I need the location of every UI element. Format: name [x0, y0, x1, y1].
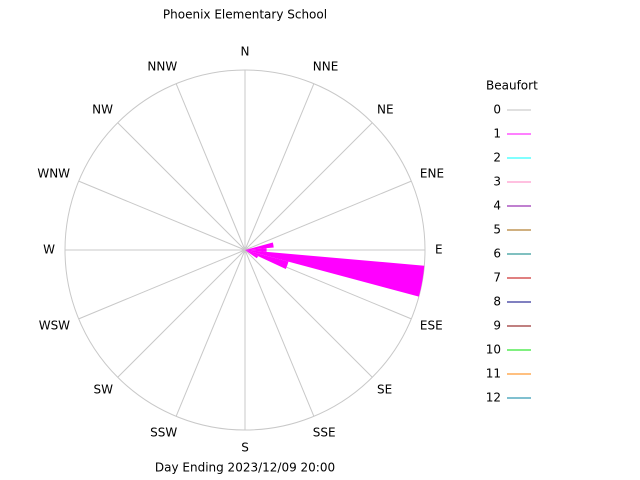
spoke — [244, 122, 373, 251]
petal — [245, 242, 274, 250]
compass-label: NNW — [147, 60, 177, 74]
spoke — [244, 83, 315, 251]
compass-label: E — [435, 243, 443, 257]
petal — [245, 250, 425, 297]
petal — [245, 250, 259, 259]
spoke — [244, 249, 373, 378]
spoke — [244, 249, 315, 417]
legend-label: 12 — [486, 391, 501, 405]
legend-label: 9 — [493, 319, 501, 333]
legend-label: 2 — [493, 151, 501, 165]
compass-label: N — [241, 45, 250, 59]
spoke — [117, 249, 246, 378]
spoke — [117, 122, 246, 251]
compass-label: S — [241, 441, 249, 455]
compass-label: WNW — [37, 167, 70, 181]
petal — [245, 248, 267, 252]
legend-label: 10 — [486, 343, 501, 357]
compass-label: W — [43, 243, 55, 257]
spoke — [175, 249, 246, 417]
legend-label: 0 — [493, 103, 501, 117]
legend-label: 3 — [493, 175, 501, 189]
legend-label: 8 — [493, 295, 501, 309]
compass-label: WSW — [39, 318, 70, 332]
compass-label: NNE — [313, 60, 339, 74]
compass-label: SW — [94, 383, 114, 397]
compass-label: SSW — [150, 425, 177, 439]
spoke — [244, 180, 412, 251]
legend-label: 6 — [493, 247, 501, 261]
legend-label: 4 — [493, 199, 501, 213]
spoke — [78, 249, 246, 320]
compass-label: SSE — [313, 425, 336, 439]
compass-label: ESE — [420, 318, 443, 332]
compass-label: NW — [92, 102, 113, 116]
chart-title: Phoenix Elementary School — [163, 8, 327, 22]
compass-label: ENE — [420, 167, 444, 181]
compass-label: NE — [377, 102, 394, 116]
legend-label: 11 — [486, 367, 501, 381]
spoke — [175, 83, 246, 251]
compass-label: SE — [377, 383, 392, 397]
footer: Day Ending 2023/12/09 20:00 — [155, 461, 335, 475]
legend-label: 7 — [493, 271, 501, 285]
legend-label: 5 — [493, 223, 501, 237]
petal — [245, 250, 289, 270]
legend-label: 1 — [493, 127, 501, 141]
spoke — [78, 180, 246, 251]
legend-title: Beaufort — [486, 79, 538, 93]
